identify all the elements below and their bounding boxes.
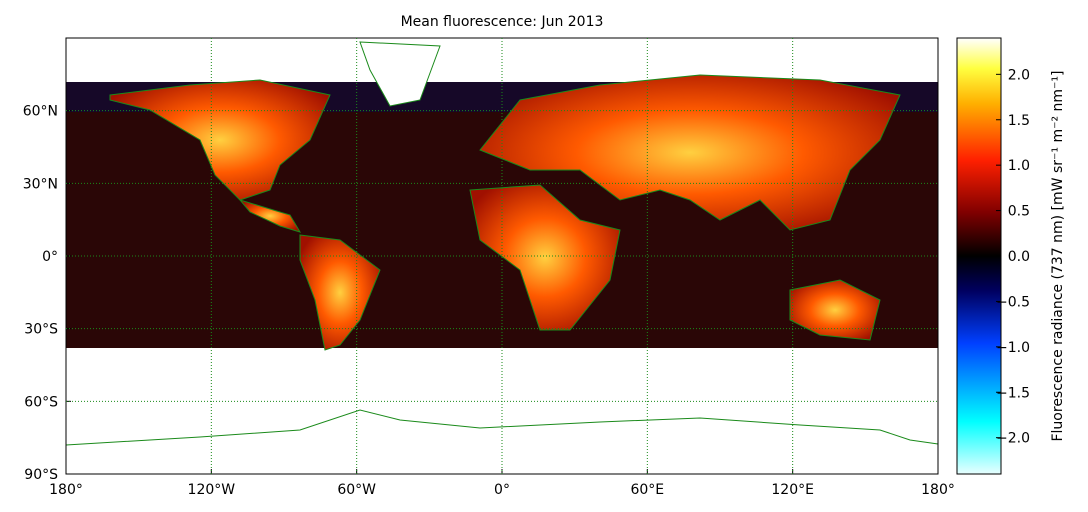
- y-tick-label: 0°: [42, 249, 58, 265]
- africa: [469, 184, 621, 331]
- colorbar: [956, 37, 1002, 475]
- y-tick-label: 30°N: [23, 176, 58, 192]
- x-tick-label: 180°: [921, 482, 955, 498]
- y-tick-label: 60°S: [24, 394, 58, 410]
- antarctica-coast: [65, 409, 939, 446]
- colorbar-tick-label: −1.5: [996, 385, 1030, 401]
- greenland: [359, 41, 441, 107]
- colorbar-tick-label: 1.5: [1008, 113, 1030, 129]
- colorbar-tick-label: −2.0: [996, 431, 1030, 447]
- north-america: [109, 79, 331, 201]
- x-tick-label: 180°: [49, 482, 83, 498]
- x-tick-label: 60°E: [630, 482, 664, 498]
- central-america: [238, 199, 302, 233]
- x-tick-label: 0°: [494, 482, 510, 498]
- y-tick-label: 60°N: [23, 104, 58, 120]
- y-tick-label: 90°S: [24, 467, 58, 483]
- colorbar-tick-label: −0.5: [996, 294, 1030, 310]
- x-tick-label: 120°E: [771, 482, 814, 498]
- y-tick-label: 30°S: [24, 322, 58, 338]
- south-america: [299, 234, 381, 351]
- colorbar-label: Fluorescence radiance (737 nm) [mW sr⁻¹ …: [1050, 70, 1066, 441]
- eurasia: [479, 74, 901, 231]
- australia: [789, 279, 881, 341]
- colorbar-tick-label: 0.0: [1008, 249, 1030, 265]
- x-tick-label: 60°W: [337, 482, 376, 498]
- colorbar-tick-label: 1.0: [1008, 158, 1030, 174]
- map-title: Mean fluorescence: Jun 2013: [401, 14, 604, 30]
- colorbar-tick-label: 2.0: [1008, 67, 1030, 83]
- colorbar-tick-label: −1.0: [996, 340, 1030, 356]
- colorbar-tick-label: 0.5: [1008, 204, 1030, 220]
- x-tick-label: 120°W: [188, 482, 236, 498]
